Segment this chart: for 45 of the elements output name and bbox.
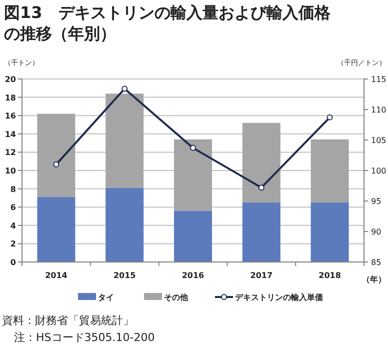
y-tick-label: 4 [10,221,16,230]
y-tick-label: 10 [4,166,16,176]
y2-tick-label: 100 [371,166,386,176]
bar [174,210,212,262]
y-tick-label: 18 [4,93,16,102]
point [326,114,333,120]
point [258,184,264,191]
chart-title: 図13 デキストリンの輸入量および輸入価格の推移（年別） [4,2,332,44]
text: 資料：財務省「貿易統計」 [2,314,134,327]
point [53,161,60,168]
bar [242,202,280,262]
point [122,86,128,92]
y-tick-label: 16 [4,112,16,121]
x-tick-label: 2014 [45,271,68,280]
y2-tick-label: 105 [371,136,386,145]
y-tick-label: 6 [10,203,16,212]
legend-label: タイ [98,293,114,302]
y-tick-label: 14 [4,130,16,139]
bar [310,202,349,262]
x-tick-label: 2015 [113,271,136,280]
x-tick-label: 2016 [182,271,205,280]
legend-label: その他 [164,293,189,302]
y-tick-label: 8 [10,184,16,194]
y2-tick-label: 110 [371,106,386,114]
y-tick-label: 12 [4,148,16,158]
y-tick-label: 0 [10,258,16,267]
legend-label: デキストリンの輸入単価 [235,293,323,302]
text: 注：HSコード3505.10-200 [14,331,155,344]
y2-tick-label: 90 [371,228,382,236]
y-tick-label: 2 [10,240,16,249]
y2-tick-label: 95 [371,197,382,206]
bar [174,139,212,211]
bar [106,188,144,262]
point [190,144,196,151]
y-tick-label: 20 [4,75,16,84]
x-tick-label: 2018 [318,271,342,280]
x-axis-title: （年） [362,275,386,284]
bar [106,94,144,188]
bar [242,122,280,203]
bar [37,197,76,262]
y2-tick-label: 85 [371,258,382,267]
y2-tick-label: 115 [371,75,386,84]
bar [310,139,349,203]
x-tick-label: 2017 [250,271,273,280]
bar [37,114,76,198]
